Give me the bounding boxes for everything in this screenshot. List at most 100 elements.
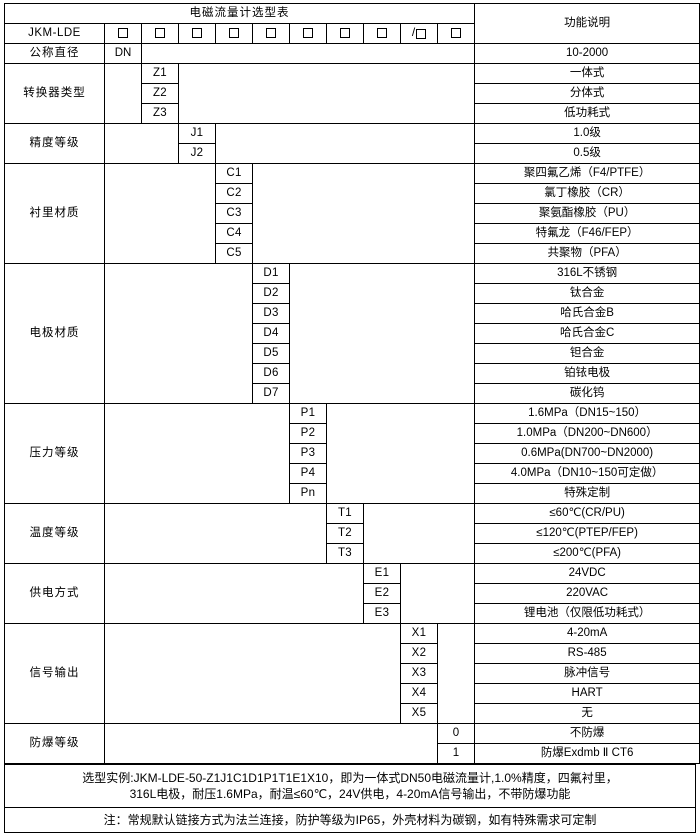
model-code-box-7[interactable] (326, 23, 364, 44)
option-code[interactable]: X3 (400, 663, 438, 684)
model-code-box-2[interactable] (141, 23, 179, 44)
spec-row: C3 聚氨酯橡胶（PU） (5, 203, 700, 224)
checkbox-icon[interactable] (155, 28, 165, 39)
option-code[interactable]: D3 (252, 303, 290, 324)
blank-right-cells (362, 503, 476, 564)
blank-right-cells (177, 63, 476, 124)
blank-right-cells (288, 263, 476, 404)
model-code-box-6[interactable] (289, 23, 327, 44)
category-label: 电极材质 (4, 263, 105, 404)
model-code-box-9[interactable]: / (400, 23, 438, 44)
spec-row: 精度等级 J1 1.0级 (4, 123, 700, 164)
option-code[interactable]: P3 (289, 443, 327, 464)
blank-right-cells (436, 623, 476, 724)
checkbox-icon[interactable] (266, 28, 276, 39)
option-code[interactable]: T3 (326, 543, 364, 564)
notes-table: 选型实例:JKM-LDE-50-Z1J1C1D1P1T1E1X10，即为一体式D… (4, 764, 696, 833)
spec-row: 温度等级 T1 ≤60℃(CR/PU) (4, 503, 700, 564)
option-code[interactable]: 1 (436, 743, 476, 764)
option-code[interactable]: Pn (289, 483, 327, 504)
option-code[interactable]: C1 (215, 163, 253, 184)
option-code[interactable]: P2 (289, 423, 327, 444)
option-description: 316L不锈钢 (474, 263, 700, 284)
option-code[interactable]: C5 (215, 243, 253, 264)
spec-row: P4 4.0MPa（DN10~150可定做） (5, 463, 700, 484)
checkbox-icon[interactable] (192, 28, 202, 39)
option-code[interactable]: C2 (215, 183, 253, 204)
blank-right-cells (214, 123, 476, 164)
option-description: 锂电池（仅限低功耗式） (474, 603, 700, 624)
option-description: 一体式 (474, 63, 700, 84)
blank-left-cells (104, 263, 253, 404)
option-code[interactable]: X4 (400, 683, 438, 704)
option-code[interactable]: C4 (215, 223, 253, 244)
category-label: 公称直径 (4, 43, 105, 64)
spec-row: 1 防爆Exdmb Ⅱ CT6 (5, 743, 700, 764)
option-code[interactable]: D6 (252, 363, 290, 384)
category-label: 供电方式 (4, 563, 105, 624)
spec-row: 衬里材质 C1 聚四氟乙烯（F4/PTFE） (4, 163, 700, 264)
option-description: 哈氏合金B (474, 303, 700, 324)
category-label: 精度等级 (4, 123, 105, 164)
model-code-box-5[interactable] (252, 23, 290, 44)
category-label: 衬里材质 (4, 163, 105, 264)
model-code-box-10[interactable] (436, 23, 476, 44)
option-description: 铂铱电极 (474, 363, 700, 384)
category-label: 压力等级 (4, 403, 105, 504)
checkbox-icon[interactable] (377, 28, 387, 39)
option-code[interactable]: D7 (252, 383, 290, 404)
option-description: 4-20mA (474, 623, 700, 644)
spec-row: T2 ≤120℃(PTEP/FEP) (5, 523, 700, 544)
model-code-box-1[interactable] (104, 23, 142, 44)
desc-column-header: 功能说明 (474, 3, 700, 44)
blank-left-cells (104, 403, 290, 504)
model-code-box-8[interactable] (363, 23, 401, 44)
option-code[interactable]: T2 (326, 523, 364, 544)
blank-left-cells (104, 503, 327, 564)
option-code[interactable]: D2 (252, 283, 290, 304)
option-code[interactable]: E3 (363, 603, 401, 624)
option-code[interactable]: E1 (363, 563, 401, 584)
option-code[interactable]: D5 (252, 343, 290, 364)
option-code[interactable]: DN (104, 43, 142, 64)
category-label: 信号输出 (4, 623, 105, 724)
checkbox-icon[interactable] (340, 28, 350, 39)
option-code[interactable]: Z1 (141, 63, 179, 84)
option-code[interactable]: Z2 (141, 83, 179, 104)
option-code[interactable]: P4 (289, 463, 327, 484)
category-label: 转换器类型 (4, 63, 105, 124)
option-description: 1.0级 (474, 123, 700, 144)
checkbox-icon[interactable] (229, 28, 239, 39)
option-code[interactable]: P1 (289, 403, 327, 424)
option-code[interactable]: X1 (400, 623, 438, 644)
option-code[interactable]: J1 (178, 123, 216, 144)
checkbox-icon[interactable] (118, 28, 128, 39)
checkbox-icon[interactable] (451, 28, 462, 39)
blank-left-cells (104, 123, 179, 164)
option-code[interactable]: E2 (363, 583, 401, 604)
spec-row: 电极材质 D1 316L不锈钢 (4, 263, 700, 404)
option-code[interactable]: T1 (326, 503, 364, 524)
option-code[interactable]: D1 (252, 263, 290, 284)
option-code[interactable]: C3 (215, 203, 253, 224)
option-code[interactable]: Z3 (141, 103, 179, 124)
option-code[interactable]: J2 (178, 143, 216, 164)
option-code[interactable]: 0 (436, 723, 476, 744)
spec-row: T3 ≤200℃(PFA) (5, 543, 700, 564)
option-description: 10-2000 (474, 43, 700, 64)
option-description: 低功耗式 (474, 103, 700, 124)
option-code[interactable]: X5 (400, 703, 438, 724)
option-code[interactable]: D4 (252, 323, 290, 344)
model-code-box-3[interactable] (178, 23, 216, 44)
option-description: 聚氨酯橡胶（PU） (474, 203, 700, 224)
checkbox-icon[interactable] (416, 28, 427, 39)
option-description: 不防爆 (474, 723, 700, 744)
model-code-box-4[interactable] (215, 23, 253, 44)
option-description: 共聚物（PFA） (474, 243, 700, 264)
option-code[interactable]: X2 (400, 643, 438, 664)
example-line-2: 316L电极，耐压1.6MPa，耐温≤60℃，24V供电，4-20mA信号输出，… (129, 787, 571, 801)
blank-left-cells (104, 63, 142, 124)
checkbox-icon[interactable] (303, 28, 313, 39)
option-description: 碳化钨 (474, 383, 700, 404)
option-description: 氯丁橡胶（CR） (474, 183, 700, 204)
